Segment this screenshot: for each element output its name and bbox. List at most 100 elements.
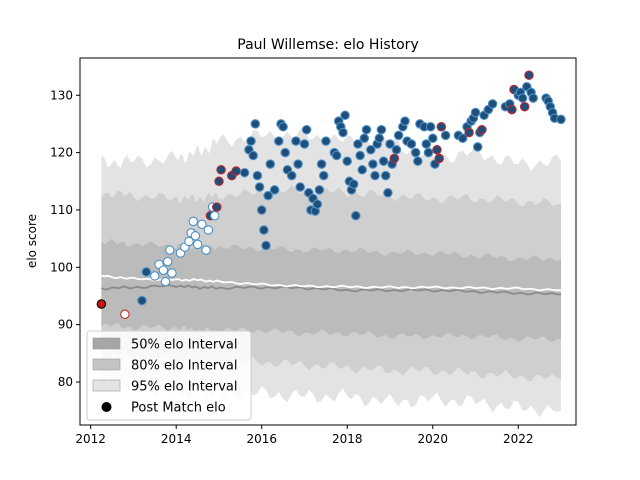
elo-data-point	[434, 153, 444, 164]
elo-data-point	[413, 156, 423, 166]
elo-data-point	[487, 99, 498, 109]
y-axis: 80 90 100 110 120 130	[50, 88, 80, 389]
elo-data-point	[393, 130, 404, 141]
elo-data-point	[165, 245, 175, 255]
elo-data-point	[357, 165, 367, 175]
legend-swatch-band	[92, 337, 121, 350]
elo-data-point	[318, 170, 329, 181]
elo-data-point	[406, 139, 417, 149]
legend-label: Post Match elo	[131, 401, 226, 416]
elo-data-point	[269, 185, 280, 195]
elo-data-point	[299, 139, 310, 149]
x-tick-label: 2020	[417, 432, 448, 446]
band-50-interval	[101, 238, 562, 343]
elo-data-point	[353, 139, 363, 149]
elo-data-point	[261, 240, 271, 251]
x-tick-label: 2012	[75, 432, 106, 446]
elo-data-point	[528, 93, 538, 103]
legend-label: 50% elo Interval	[131, 338, 238, 353]
elo-data-point	[331, 150, 342, 161]
y-tick-label: 130	[50, 88, 73, 102]
elo-data-point	[519, 101, 530, 112]
elo-data-point	[301, 124, 312, 135]
elo-data-point	[259, 225, 269, 235]
elo-data-point	[470, 107, 481, 118]
elo-data-point	[432, 145, 442, 155]
elo-data-point	[380, 170, 391, 181]
elo-data-point	[158, 265, 169, 275]
elo-data-point	[197, 219, 207, 230]
elo-data-point	[239, 167, 250, 178]
y-tick-label: 80	[58, 375, 73, 389]
legend-box	[86, 330, 252, 421]
y-tick-label: 100	[50, 260, 73, 274]
y-tick-label: 120	[50, 146, 73, 160]
elo-data-point	[368, 159, 378, 169]
elo-data-point	[150, 271, 160, 281]
elo-data-point	[472, 142, 483, 152]
elo-data-point	[342, 156, 352, 166]
elo-data-point	[120, 309, 130, 320]
elo-data-point	[338, 127, 348, 138]
mean-elo-line	[101, 274, 562, 292]
elo-data-point	[274, 136, 284, 146]
elo-data-point	[192, 239, 203, 250]
elo-data-point	[425, 122, 436, 132]
elo-data-point	[355, 150, 365, 161]
median-elo-line	[101, 284, 562, 296]
elo-data-point	[312, 199, 323, 209]
legend-label: 80% elo Interval	[131, 359, 238, 374]
elo-data-point	[423, 147, 434, 158]
elo-data-point	[314, 185, 325, 195]
elo-data-point	[378, 156, 389, 166]
elo-data-point	[263, 190, 273, 201]
elo-data-point	[254, 182, 265, 192]
elo-data-point	[216, 165, 226, 175]
elo-data-point	[203, 225, 214, 235]
elo-data-point	[252, 170, 263, 181]
elo-data-point	[265, 159, 276, 169]
elo-data-point	[421, 139, 432, 149]
elo-data-point	[477, 124, 487, 135]
elo-data-point	[517, 93, 528, 103]
elo-data-point	[141, 267, 152, 277]
y-axis-label: elo score	[25, 214, 39, 268]
elo-data-point	[231, 166, 241, 176]
elo-data-point	[316, 159, 327, 169]
x-tick-label: 2016	[246, 432, 277, 446]
elo-data-point	[348, 179, 359, 189]
elo-data-point	[293, 159, 303, 169]
elo-data-point	[374, 133, 385, 144]
elo-data-point	[383, 188, 393, 198]
elo-data-point	[321, 136, 331, 146]
elo-data-point	[188, 216, 199, 227]
elo-data-point	[137, 295, 147, 306]
x-tick-label: 2018	[332, 432, 363, 446]
x-axis: 2012 2014 2016 2018 2020 2022	[75, 425, 534, 446]
elo-data-point	[209, 210, 220, 221]
elo-data-point	[190, 231, 201, 241]
elo-data-point	[280, 147, 290, 158]
elo-data-point	[389, 153, 400, 164]
y-tick-label: 90	[58, 318, 73, 332]
plot-frame	[79, 57, 577, 426]
elo-data-point	[246, 136, 256, 146]
elo-data-point	[440, 130, 451, 141]
elo-data-point	[291, 136, 301, 146]
elo-data-point	[556, 114, 566, 125]
elo-data-point	[201, 245, 211, 255]
elo-data-point	[351, 210, 361, 221]
legend: 50% elo Interval 80% elo Interval 95% elo …	[86, 330, 252, 421]
x-tick-label: 2014	[161, 432, 192, 446]
legend-swatch-band	[92, 358, 121, 371]
elo-data-point	[376, 124, 387, 135]
elo-data-point	[359, 133, 370, 144]
elo-data-point	[400, 116, 410, 126]
elo-data-point	[295, 182, 305, 192]
elo-data-point	[524, 70, 534, 80]
elo-data-point	[167, 268, 177, 278]
elo-data-point	[184, 236, 194, 247]
elo-data-point	[385, 139, 395, 149]
elo-data-point	[286, 170, 297, 181]
